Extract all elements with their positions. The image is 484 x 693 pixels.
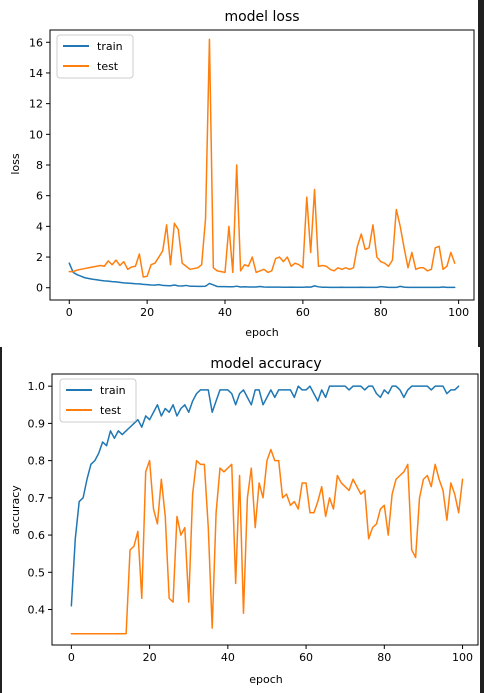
loss-chart: model loss epoch loss 0 20 40 60 80 100 0 2 4 6 8… (0, 0, 478, 347)
accuracy-y-tick-label: 0.6 (28, 529, 46, 542)
accuracy-series-train-line (70, 385, 460, 607)
loss-y-tick-label: 2 (36, 251, 43, 264)
accuracy-x-axis-label: epoch (249, 673, 283, 686)
loss-legend-train-label: train (97, 40, 123, 53)
accuracy-legend-train-label: train (100, 384, 126, 397)
window-edge-top (478, 0, 484, 347)
accuracy-legend-test-label: test (100, 404, 122, 417)
loss-x-tick-label: 80 (374, 306, 388, 319)
loss-y-tick-label: 10 (29, 128, 43, 141)
accuracy-y-ticks: 0.4 0.5 0.6 0.7 0.8 0.9 1.0 (28, 380, 52, 617)
loss-y-tick-label: 14 (29, 67, 43, 80)
loss-y-tick-label: 4 (36, 220, 43, 233)
window-edge-right (480, 347, 484, 693)
accuracy-x-ticks: 0 20 40 60 80 100 (68, 645, 473, 664)
loss-x-tick-label: 100 (448, 306, 469, 319)
accuracy-x-tick-label: 100 (452, 651, 473, 664)
accuracy-chart: model accuracy epoch accuracy 0 20 40 60 80 1… (0, 347, 480, 693)
loss-y-ticks: 0 2 4 6 8 10 12 14 16 (29, 36, 50, 295)
accuracy-x-tick-label: 60 (299, 651, 313, 664)
loss-y-tick-label: 6 (36, 190, 43, 203)
window-edge-left (0, 347, 2, 693)
accuracy-y-tick-label: 1.0 (28, 380, 46, 393)
loss-y-tick-label: 16 (29, 36, 43, 49)
accuracy-plot-frame (51, 373, 479, 646)
loss-x-axis-label: epoch (245, 326, 279, 339)
accuracy-y-tick-label: 0.9 (28, 417, 46, 430)
accuracy-y-tick-label: 0.4 (28, 604, 46, 617)
loss-chart-title: model loss (224, 9, 299, 25)
accuracy-series-group (70, 385, 464, 635)
accuracy-y-tick-label: 0.8 (28, 455, 46, 468)
accuracy-x-tick-label: 80 (377, 651, 391, 664)
loss-x-ticks: 0 20 40 60 80 100 (66, 300, 469, 319)
accuracy-y-axis-label: accuracy (9, 485, 22, 535)
accuracy-chart-title: model accuracy (210, 356, 321, 372)
loss-y-tick-label: 12 (29, 98, 43, 111)
accuracy-series-test-line (70, 448, 464, 635)
loss-y-axis-label: loss (9, 153, 22, 175)
loss-x-tick-label: 20 (140, 306, 154, 319)
loss-y-tick-label: 0 (36, 282, 43, 295)
loss-x-tick-label: 60 (296, 306, 310, 319)
loss-series-train-line (68, 262, 456, 289)
loss-series-group (68, 38, 456, 289)
loss-legend-test-label: test (97, 60, 119, 73)
accuracy-x-tick-label: 20 (143, 651, 157, 664)
loss-y-tick-label: 8 (36, 159, 43, 172)
accuracy-legend: train test (59, 378, 137, 423)
accuracy-y-tick-label: 0.5 (28, 566, 46, 579)
loss-x-tick-label: 40 (218, 306, 232, 319)
accuracy-x-tick-label: 0 (68, 651, 75, 664)
loss-series-test-line (68, 38, 456, 278)
accuracy-y-tick-label: 0.7 (28, 492, 46, 505)
loss-x-tick-label: 0 (66, 306, 73, 319)
loss-legend: train test (56, 34, 134, 79)
accuracy-x-tick-label: 40 (221, 651, 235, 664)
